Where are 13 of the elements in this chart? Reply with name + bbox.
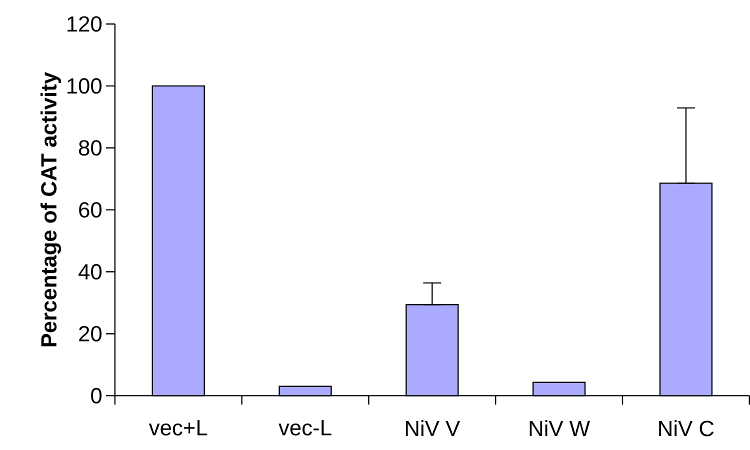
x-tick-label: vec+L — [148, 420, 208, 436]
y-axis-title: Percentage of CAT activity — [40, 72, 62, 346]
y-tick-label: 0 — [91, 388, 102, 404]
y-tick-label: 20 — [79, 326, 102, 342]
x-tick-label: NiV W — [530, 420, 590, 436]
y-tick-label: 100 — [68, 78, 102, 94]
x-tick-label: NiV C — [659, 420, 714, 436]
y-tick-label: 40 — [78, 264, 102, 280]
y-tick-label: 80 — [78, 140, 102, 156]
y-tick-label: 120 — [68, 16, 102, 32]
x-tick-label: NiV V — [406, 420, 460, 436]
y-tick-label: 60 — [79, 202, 102, 218]
x-tick-label: vec-L — [278, 420, 332, 436]
